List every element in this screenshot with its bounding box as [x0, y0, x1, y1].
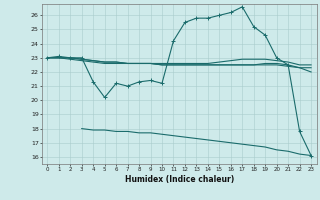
X-axis label: Humidex (Indice chaleur): Humidex (Indice chaleur)	[124, 175, 234, 184]
